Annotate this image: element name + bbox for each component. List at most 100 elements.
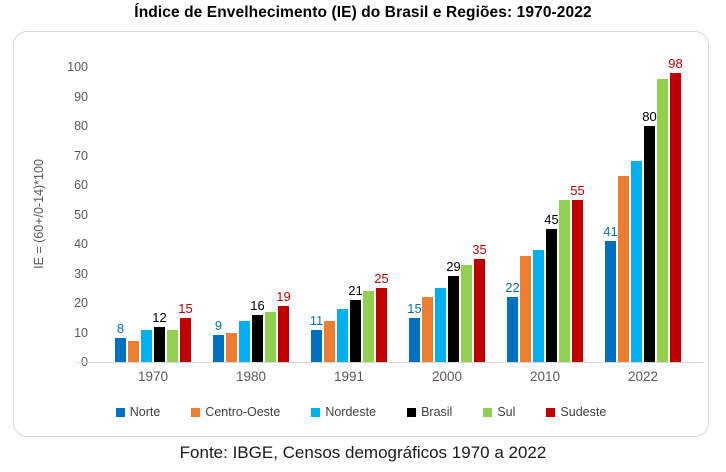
- bar-value-label-norte-2010: 22: [505, 280, 520, 296]
- chart-title: Índice de Envelhecimento (IE) do Brasil …: [134, 4, 592, 21]
- x-axis-label-2022: 2022: [627, 369, 659, 384]
- bar-brasil-2010: 45: [544, 212, 559, 362]
- y-axis-tick-30: 30: [74, 266, 88, 281]
- bar-sul-1991: [363, 291, 374, 362]
- y-axis-tick-20: 20: [74, 296, 88, 310]
- x-axis-line: [76, 362, 704, 363]
- x-axis-label-1991: 1991: [333, 369, 365, 384]
- bar-value-label-brasil-1980: 16: [250, 297, 265, 313]
- bar-value-label-sudeste-2010: 55: [570, 182, 585, 198]
- bar-group-2000: 15 29 35 2000: [398, 67, 496, 384]
- bar-norte-1970: 8: [115, 321, 126, 362]
- bar-value-label-brasil-1991: 21: [348, 283, 363, 299]
- bar-nordeste-1980: [239, 320, 250, 362]
- legend-swatch-icon-norte: [115, 407, 125, 417]
- bar-nordeste-1970: [141, 329, 152, 362]
- bar-value-label-norte-1980: 9: [214, 318, 223, 334]
- bar-value-label-brasil-2022: 80: [642, 109, 657, 124]
- y-axis-tick-60: 60: [74, 178, 88, 192]
- legend-label-brasil: Brasil: [421, 405, 453, 419]
- bar-sudeste-2010: 55: [570, 183, 585, 362]
- plot-frame: IE = (60+/0-14)*100 01020304050607080901…: [13, 31, 709, 437]
- legend-label-centro-oeste: Centro-Oeste: [205, 405, 281, 419]
- bar-norte-1991: 11: [310, 313, 323, 362]
- x-axis-label-1980: 1980: [235, 369, 267, 384]
- bar-nordeste-2010: [533, 249, 544, 362]
- source-note: Fonte: IBGE, Censos demográficos 1970 a …: [179, 443, 547, 462]
- bar-value-label-brasil-1970: 12: [152, 309, 167, 325]
- bar-brasil-1980: 16: [250, 298, 265, 362]
- bar-value-label-sudeste-1970: 15: [178, 300, 193, 316]
- y-axis-tick-40: 40: [74, 237, 88, 251]
- bar-sul-1970: [167, 329, 178, 362]
- bar-brasil-2000: 29: [446, 259, 461, 362]
- bar-brasil-1970: 12: [152, 310, 167, 362]
- y-axis-tick-70: 70: [74, 148, 88, 163]
- bar-sul-2022: [657, 78, 668, 362]
- legend-item-brasil: Brasil: [407, 405, 452, 419]
- legend-label-nordeste: Nordeste: [325, 405, 377, 419]
- bar-sul-2010: [559, 199, 570, 362]
- legend-label-sul: Sul: [497, 405, 516, 419]
- bar-brasil-2022: 80: [642, 109, 657, 362]
- bar-group-1980: 9 16 19 1980: [202, 67, 300, 384]
- bar-centro-oeste-2000: [422, 297, 433, 362]
- bar-value-label-brasil-2000: 29: [446, 259, 461, 275]
- legend-item-nordeste: Nordeste: [311, 405, 376, 419]
- bar-value-label-norte-1970: 8: [116, 321, 125, 337]
- legend-swatch-icon-centro-oeste: [191, 407, 201, 417]
- bar-group-1991: 11 21 25 1991: [300, 67, 398, 384]
- bar-norte-2000: 15: [407, 301, 422, 362]
- legend-item-sudeste: Sudeste: [546, 405, 606, 419]
- bar-value-label-sudeste-2000: 35: [472, 241, 487, 257]
- bar-nordeste-2022: [631, 161, 642, 362]
- bar-sudeste-2022: 98: [668, 56, 683, 362]
- bar-value-label-sudeste-2022: 98: [668, 55, 683, 71]
- bar-value-label-norte-2022: 41: [603, 224, 618, 240]
- bar-group-2010: 22 45 55 2010: [496, 67, 594, 384]
- bar-centro-oeste-1980: [226, 332, 237, 362]
- bar-brasil-1991: 21: [348, 283, 363, 362]
- bar-sudeste-1980: 19: [276, 289, 291, 362]
- bar-sul-1980: [265, 311, 276, 362]
- legend-swatch-icon-brasil: [407, 407, 417, 417]
- bar-value-label-brasil-2010: 45: [544, 212, 559, 228]
- x-axis-label-2010: 2010: [529, 369, 561, 384]
- bar-norte-2010: 22: [505, 280, 520, 362]
- legend-label-norte: Norte: [129, 405, 161, 419]
- y-axis-tick-10: 10: [74, 325, 88, 340]
- y-axis-tick-80: 80: [74, 119, 88, 133]
- bar-nordeste-2000: [435, 288, 446, 362]
- plot-area: 8 12 15 1970 9 16 19 1980 11 21 25 1991 15 29 35 2000 22…: [104, 56, 692, 384]
- y-axis-tick-100: 100: [67, 60, 88, 74]
- bar-norte-2022: 41: [603, 224, 618, 362]
- legend-item-sul: Sul: [483, 405, 515, 419]
- bar-sudeste-1970: 15: [178, 301, 193, 362]
- bar-group-2022: 41 80 98 2022: [594, 56, 692, 384]
- bar-group-1970: 8 12 15 1970: [104, 67, 202, 384]
- bar-centro-oeste-2010: [520, 255, 531, 362]
- y-axis-tick-50: 50: [74, 207, 88, 222]
- legend-item-norte: Norte: [115, 405, 161, 419]
- bar-value-label-sudeste-1980: 19: [276, 288, 291, 304]
- legend-item-centro-oeste: Centro-Oeste: [191, 405, 280, 419]
- bar-sudeste-1991: 25: [374, 271, 389, 362]
- bar-norte-1980: 9: [213, 318, 224, 362]
- x-axis-label-1970: 1970: [137, 369, 169, 384]
- legend: Norte Centro-Oeste Nordeste Brasil Sul Sudest…: [14, 405, 708, 419]
- bar-sudeste-2000: 35: [472, 242, 487, 362]
- bar-centro-oeste-2022: [618, 176, 629, 362]
- bar-value-label-norte-1991: 11: [309, 312, 324, 328]
- legend-swatch-icon-nordeste: [311, 407, 321, 417]
- bar-value-label-sudeste-1991: 25: [374, 271, 389, 287]
- bar-centro-oeste-1991: [324, 320, 335, 362]
- bar-centro-oeste-1970: [128, 341, 139, 362]
- legend-swatch-icon-sul: [483, 407, 493, 417]
- bar-nordeste-1991: [337, 308, 348, 362]
- legend-swatch-icon-sudeste: [546, 407, 556, 417]
- y-axis-tick-90: 90: [74, 89, 88, 104]
- x-axis-label-2000: 2000: [431, 369, 463, 384]
- bar-value-label-norte-2000: 15: [407, 300, 422, 316]
- bar-sul-2000: [461, 264, 472, 362]
